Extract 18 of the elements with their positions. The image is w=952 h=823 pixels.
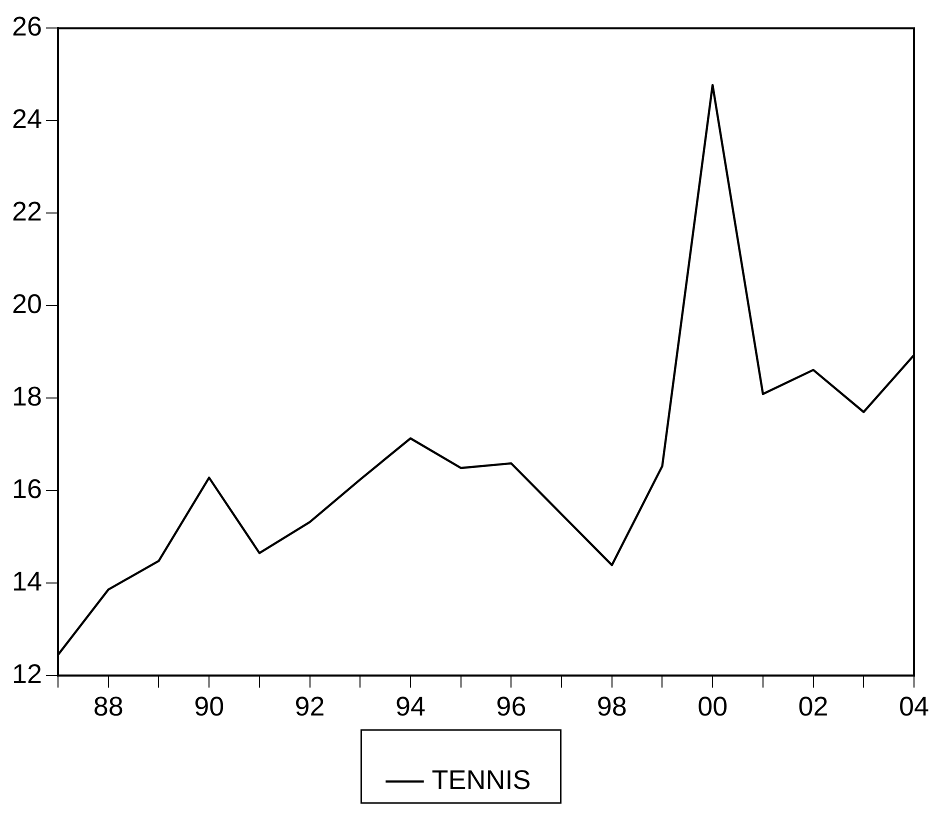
x-tick-label: 00 xyxy=(698,691,728,722)
y-tick-label: 26 xyxy=(12,12,42,42)
y-tick-label: 18 xyxy=(12,382,42,412)
y-tick-label: 20 xyxy=(12,289,42,320)
x-tick-label: 90 xyxy=(194,691,224,722)
x-tick-label: 88 xyxy=(93,691,124,722)
x-tick-label: 02 xyxy=(798,691,828,722)
y-tick-label: 16 xyxy=(12,474,42,504)
legend-label: TENNIS xyxy=(432,764,531,795)
x-tick-label: 98 xyxy=(596,691,627,722)
y-tick-label: 22 xyxy=(12,196,42,227)
x-tick-label: 94 xyxy=(395,691,426,722)
x-tick-label: 92 xyxy=(294,691,325,722)
x-tick-label: 96 xyxy=(496,691,526,722)
y-tick-label: 14 xyxy=(12,566,42,597)
x-tick-label: 04 xyxy=(898,691,930,722)
y-tick-label: 12 xyxy=(12,659,42,690)
y-tick-label: 24 xyxy=(12,104,42,134)
